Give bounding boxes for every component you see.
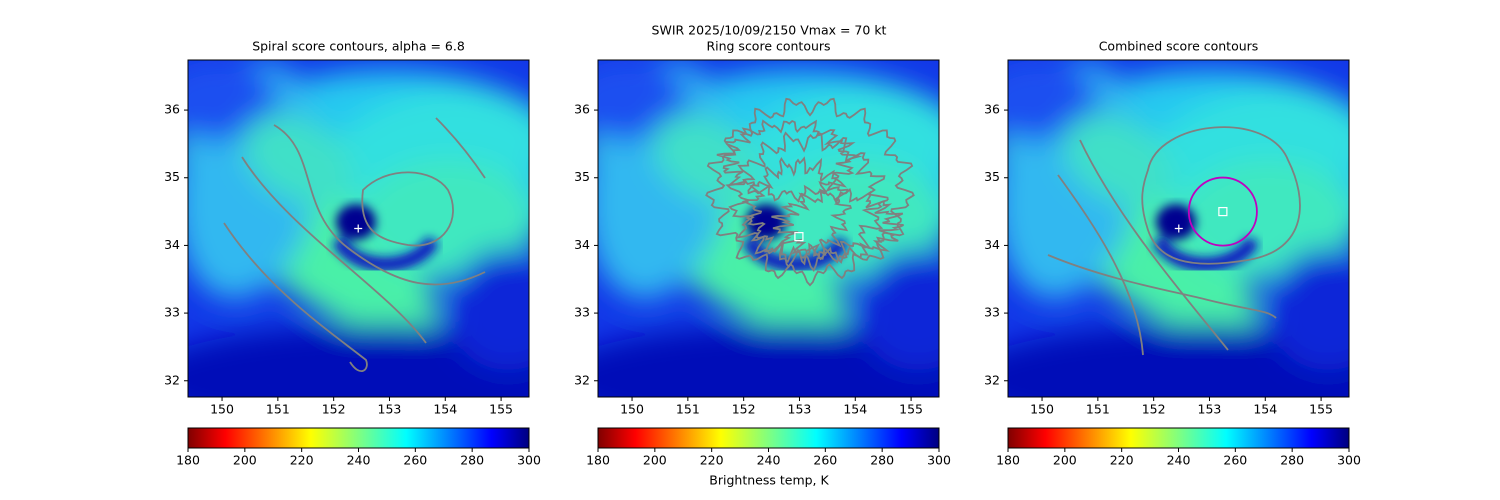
axes: Spiral score contours, alpha = 6.8 150 151…: [164, 39, 541, 468]
contour: [771, 187, 905, 264]
x-tick-label: 155: [899, 402, 923, 417]
contour: [1057, 174, 1144, 356]
contour: [741, 156, 853, 266]
x-tick-label: 151: [1086, 402, 1110, 417]
colorbar-tick-label: 260: [813, 453, 837, 468]
colorbar-tick-label: 220: [290, 453, 314, 468]
y-tick-label: 33: [984, 305, 1000, 320]
x-tick-label: 152: [1142, 402, 1166, 417]
contour: [705, 97, 915, 287]
colorbar-tick-label: 280: [1280, 453, 1304, 468]
x-tick-label: 150: [1030, 402, 1054, 417]
colorbar-tick-label: 300: [927, 453, 951, 468]
colorbar-tick-label: 200: [233, 453, 257, 468]
colorbar-tick-label: 180: [586, 453, 610, 468]
y-tick-label: 34: [574, 237, 590, 252]
y-tick-label: 36: [164, 102, 180, 117]
axes-frame: [187, 59, 530, 398]
x-tick-label: 150: [620, 402, 644, 417]
x-tick-label: 153: [788, 402, 812, 417]
colorbar-tick-label: 240: [347, 453, 371, 468]
colorbar-tick-label: 200: [1053, 453, 1077, 468]
y-tick-label: 35: [164, 169, 180, 184]
colorbar-tick-label: 240: [757, 453, 781, 468]
colorbar-tick-label: 200: [643, 453, 667, 468]
contour: [241, 156, 427, 344]
x-tick-label: 154: [1253, 402, 1277, 417]
heatmap-image: [598, 60, 939, 397]
y-tick-label: 34: [984, 237, 1000, 252]
colorbar-tick-label: 300: [1337, 453, 1361, 468]
y-tick-label: 35: [984, 169, 1000, 184]
contour: [273, 124, 486, 286]
center-marker: [354, 224, 363, 233]
y-tick-label: 32: [984, 372, 1000, 387]
colorbar-tick-label: 180: [176, 453, 200, 468]
x-tick-label: 151: [676, 402, 700, 417]
colorbar: [187, 427, 530, 449]
y-tick-label: 35: [574, 169, 590, 184]
colorbar-tick-label: 240: [1167, 453, 1191, 468]
colorbar-label: Brightness temp, K: [709, 473, 829, 488]
y-tick-label: 33: [574, 305, 590, 320]
x-tick-label: 155: [489, 402, 513, 417]
colorbar: [597, 427, 940, 449]
colorbar-tick-label: 260: [1223, 453, 1247, 468]
contour: [1079, 139, 1229, 351]
contour: [223, 222, 368, 372]
colorbar-tick-label: 220: [1110, 453, 1134, 468]
x-tick-label: 152: [322, 402, 346, 417]
y-tick-label: 36: [984, 102, 1000, 117]
y-tick-label: 32: [574, 372, 590, 387]
panel-title: Combined score contours: [1099, 39, 1259, 54]
axes-frame: [597, 59, 940, 398]
y-tick-label: 34: [164, 237, 180, 252]
x-tick-label: 152: [732, 402, 756, 417]
colorbar-tick-label: 260: [403, 453, 427, 468]
center-marker: [1174, 224, 1183, 233]
contour: [435, 117, 486, 179]
axes: Ring score contours 150 151 152 153 154 155 32 3…: [574, 39, 951, 468]
x-tick-label: 153: [378, 402, 402, 417]
panel-title: Ring score contours: [706, 39, 830, 54]
y-tick-label: 32: [164, 372, 180, 387]
colorbar: [1007, 427, 1350, 449]
colorbar-tick-label: 300: [517, 453, 541, 468]
y-tick-label: 33: [164, 305, 180, 320]
center-circle: [1187, 176, 1258, 247]
colorbar-tick-label: 180: [996, 453, 1020, 468]
colorbar-tick-label: 220: [700, 453, 724, 468]
center-marker: [794, 232, 804, 242]
x-tick-label: 151: [266, 402, 290, 417]
colorbar-tick-label: 280: [870, 453, 894, 468]
x-tick-label: 154: [843, 402, 867, 417]
panel-title: Spiral score contours, alpha = 6.8: [252, 39, 465, 54]
x-tick-label: 154: [433, 402, 457, 417]
x-tick-label: 153: [1198, 402, 1222, 417]
contour: [1047, 254, 1277, 319]
x-tick-label: 150: [210, 402, 234, 417]
y-tick-label: 36: [574, 102, 590, 117]
contour: [716, 119, 863, 203]
heatmap-image: [188, 60, 529, 397]
suptitle: SWIR 2025/10/09/2150 Vmax = 70 kt: [652, 23, 887, 38]
x-tick-label: 155: [1309, 402, 1333, 417]
heatmap-image: [1008, 60, 1349, 397]
axes-frame: [1007, 59, 1350, 398]
colorbar-tick-label: 280: [460, 453, 484, 468]
contour: [1141, 126, 1301, 265]
contour: [361, 171, 454, 247]
center-marker: [1218, 206, 1228, 217]
axes: Combined score contours 150 151 152 153 154 15…: [984, 39, 1361, 468]
